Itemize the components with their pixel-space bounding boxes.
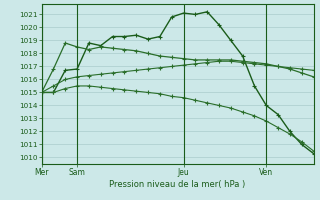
- X-axis label: Pression niveau de la mer( hPa ): Pression niveau de la mer( hPa ): [109, 180, 246, 189]
